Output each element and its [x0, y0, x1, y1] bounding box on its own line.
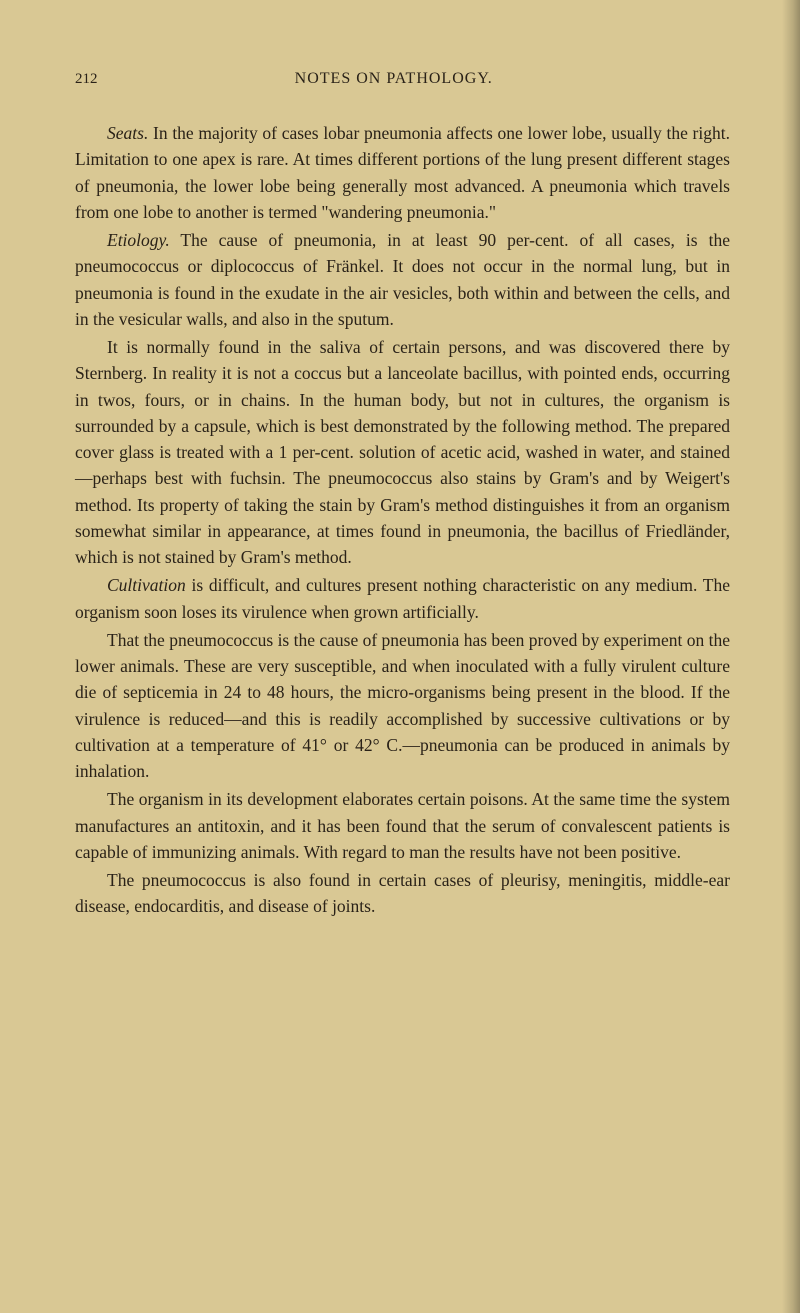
paragraph: Seats. In the majority of cases lobar pn… — [75, 120, 730, 225]
paragraph-text: The cause of pneumonia, in at least 90 p… — [75, 230, 730, 329]
paragraph-text: It is normally found in the saliva of ce… — [75, 337, 730, 567]
paragraph: That the pneumococcus is the cause of pn… — [75, 627, 730, 785]
paragraph: The organism in its development elaborat… — [75, 786, 730, 865]
paragraph: It is normally found in the saliva of ce… — [75, 334, 730, 570]
chapter-title: NOTES ON PATHOLOGY. — [58, 70, 731, 88]
lead-term: Seats. — [107, 123, 148, 143]
paragraph-text: The organism in its development elaborat… — [75, 789, 730, 862]
paragraph-text: That the pneumococcus is the cause of pn… — [75, 630, 730, 781]
page-header: 212 NOTES ON PATHOLOGY. — [75, 70, 730, 88]
body-text: Seats. In the majority of cases lobar pn… — [75, 120, 730, 920]
paragraph-text: The pneumococcus is also found in certai… — [75, 870, 730, 916]
paragraph: Cultivation is difficult, and cultures p… — [75, 572, 730, 625]
lead-term: Etiology. — [107, 230, 170, 250]
paragraph: The pneumococcus is also found in certai… — [75, 867, 730, 920]
page-edge-shadow — [782, 0, 800, 1313]
lead-term: Cultivation — [107, 575, 186, 595]
paragraph: Etiology. The cause of pneumonia, in at … — [75, 227, 730, 332]
paragraph-text: In the majority of cases lobar pneumonia… — [75, 123, 730, 222]
